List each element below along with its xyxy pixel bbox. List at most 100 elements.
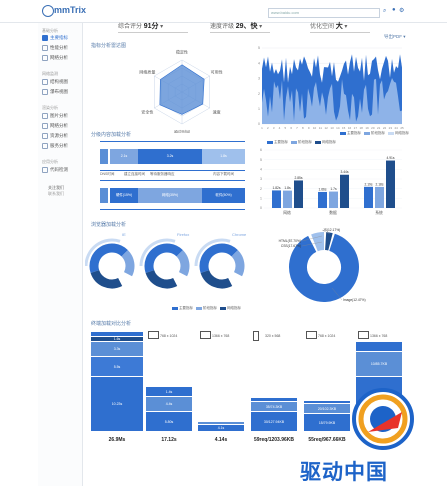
sidebar-item-performance[interactable]: 性能分析: [42, 45, 68, 51]
waterfall-segment: 3.3s: [91, 341, 143, 356]
stacked-label: 内容下载时间: [213, 172, 234, 176]
legend-label: 网络指标: [394, 131, 409, 135]
device-total-label: 26.9Ms: [108, 437, 126, 443]
donut-segment: [324, 232, 333, 251]
browser-donuts: IE Firefox Chrome: [85, 232, 247, 289]
donut-segment: [200, 269, 233, 289]
slice-label: HTML(57.70%): [279, 239, 301, 243]
x-tick-label: 4: [279, 126, 281, 130]
score-label: 优化空间: [310, 24, 335, 30]
x-tick-label: 8: [302, 126, 304, 130]
sidebar-item-main-metrics[interactable]: 主要指标: [42, 35, 68, 41]
sidebar-item-waterfall[interactable]: 瀑布视图: [42, 89, 68, 95]
donut-segment: [144, 243, 183, 273]
sidebar-item-code[interactable]: 代码检测: [42, 167, 68, 173]
sidebar-section-title: 渲染分析: [42, 105, 58, 110]
dashboard-icon: [42, 35, 48, 41]
bar-value-label: 2.85s: [294, 176, 302, 180]
sidebar-item-label: 结构视图: [50, 79, 68, 85]
watermark-text: 驱动中国: [300, 461, 388, 484]
sidebar-footer-contact[interactable]: 联系我们: [48, 191, 64, 196]
logo[interactable]: mmTrix: [54, 5, 87, 15]
y-tick-label: 4: [258, 61, 260, 65]
device-total-label: 59req/1203.96KB: [253, 437, 295, 443]
sidebar-item-label: 服务分析: [50, 143, 68, 149]
y-tick-label: 0: [258, 122, 260, 126]
x-tick-label: 19: [365, 126, 369, 130]
chevron-down-icon: ▾: [344, 24, 348, 30]
sidebar-item-structure[interactable]: 结构视图: [42, 79, 68, 85]
radar-axis-label: 稳定性: [176, 49, 188, 55]
y-tick-label: 4: [260, 168, 262, 172]
sidebar-section-title: 基础分析: [42, 28, 58, 33]
settings-icon[interactable]: ⚙: [399, 8, 405, 14]
y-tick-label: 6: [260, 148, 262, 152]
stacked-row-1: 2.1s 3.2s 1.8s: [100, 141, 245, 171]
stacked-label: 等待服务器响应: [150, 172, 175, 176]
waterfall-segment: 1.4s: [146, 386, 192, 396]
bar-value-label: 1.82s: [272, 186, 280, 190]
stacked-segment: 1.8s: [202, 149, 245, 164]
export-pdf-link[interactable]: 导出PDF ▾: [384, 34, 406, 40]
sidebar-item-resources[interactable]: 资源分析: [42, 133, 68, 139]
globe-icon: [42, 123, 48, 129]
y-tick-label: 3: [258, 77, 260, 81]
score-optimize: 优化空间 大 ▾: [310, 22, 370, 33]
gauge-icon: [42, 45, 48, 51]
donut-label: Chrome: [232, 232, 247, 237]
legend-label: 阶段指标: [202, 306, 217, 310]
x-tick-label: 16: [348, 126, 352, 130]
bar: [318, 191, 327, 208]
legend-swatch: [387, 131, 394, 135]
device-title: 终端加载对比分析: [91, 321, 132, 327]
resource-donut: HTML(57.70%)CSS(17.67%) JS(12.17%) Image(1…: [279, 228, 366, 302]
image-icon: [42, 113, 48, 119]
donut-outer-ring: [85, 238, 121, 267]
x-tick-label: 24: [394, 126, 398, 130]
sidebar-item-images[interactable]: 图片分析: [42, 113, 68, 119]
bar: [329, 191, 338, 208]
laptop-icon: [358, 331, 369, 339]
donut-segment: [199, 243, 238, 273]
sidebar-item-label: 代码检测: [50, 167, 68, 173]
waterfall-segment: 15/79.9KB: [304, 413, 350, 431]
stacked-segment: [100, 188, 108, 203]
legend-swatch: [219, 306, 226, 310]
x-tick-label: 21: [377, 126, 381, 130]
score-overall: 综合评分 91分 ▾: [118, 22, 188, 33]
bar: [364, 186, 373, 208]
search-input[interactable]: www.baidu.com: [268, 8, 380, 18]
network-icon: [42, 55, 48, 61]
phone-icon: [253, 331, 259, 341]
sidebar-item-label: 性能分析: [50, 45, 68, 51]
chevron-down-icon: ▾: [160, 24, 164, 30]
radar-axis-label: 速度: [213, 109, 221, 115]
donut-segment: [89, 243, 128, 273]
y-tick-label: 3: [260, 177, 262, 181]
stacked-label: 建立连接时间: [124, 172, 145, 176]
legend-swatch: [172, 306, 178, 310]
sidebar-item-service[interactable]: 服务分析: [42, 143, 68, 149]
y-tick-label: 1: [258, 107, 260, 111]
sidebar-footer-follow[interactable]: 关注我们: [48, 185, 64, 190]
user-icon[interactable]: ●: [392, 7, 396, 13]
laptop-icon: [200, 331, 211, 339]
stacked-segment: 网络(35%): [138, 188, 202, 203]
waterfall-segment: 4.1s: [198, 424, 244, 431]
x-tick-label: 23: [389, 126, 393, 130]
stacked-segment: 2.1s: [110, 149, 138, 164]
legend-label: 阶段指标: [370, 131, 385, 135]
bar-value-label: 4.91s: [386, 156, 394, 160]
stacked-segment: 软件(50%): [202, 188, 245, 203]
sidebar-item-net[interactable]: 网络分析: [42, 123, 68, 129]
sidebar-item-network[interactable]: 网络分析: [42, 55, 68, 61]
x-tick-label: 10: [313, 126, 317, 130]
x-tick-label: 3: [273, 126, 275, 130]
search-icon[interactable]: ⌕: [383, 8, 387, 14]
bar-value-label: 1.8s: [284, 186, 291, 190]
x-category-label: 网络: [283, 210, 291, 215]
x-category-label: 系统: [375, 210, 383, 215]
legend-swatch: [363, 131, 370, 135]
donut-segment: [145, 269, 178, 289]
